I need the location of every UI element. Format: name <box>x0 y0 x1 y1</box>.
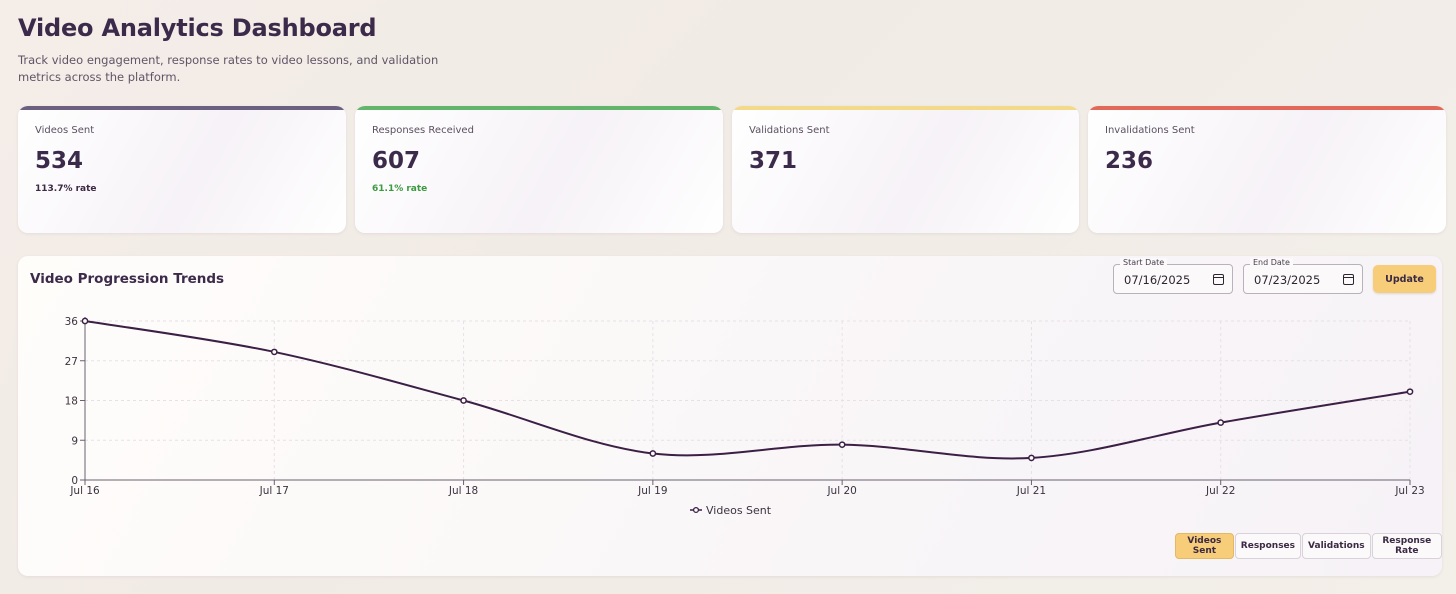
start-date-label: Start Date <box>1120 258 1168 267</box>
start-date-value: 07/16/2025 <box>1124 273 1191 287</box>
line-chart: 0 9 18 27 36 Jul 16 Jul 17 Jul 18 Jul 19 Jul 20 Ju… <box>65 316 1425 517</box>
data-point <box>649 450 657 457</box>
stat-rate: 61.1% rate <box>372 184 428 194</box>
x-tick-label: Jul 16 <box>69 485 100 497</box>
x-tick-label: Jul 22 <box>1205 485 1235 497</box>
metric-toggle-group: Videos Sent Responses Validations Response … <box>1175 533 1442 559</box>
stat-card-invalidations-sent: Invalidations Sent 236 <box>1088 106 1446 233</box>
chart-title: Video Progression Trends <box>30 271 225 287</box>
y-tick-label: 18 <box>65 396 78 408</box>
end-date-input[interactable]: End Date 07/23/2025 <box>1243 258 1363 294</box>
series-line-videos-sent <box>84 320 1411 460</box>
data-point <box>1028 454 1035 462</box>
stat-label: Invalidations Sent <box>1105 125 1195 136</box>
x-tick-label: Jul 18 <box>448 485 478 497</box>
page-subtitle: Track video engagement, response rates t… <box>18 53 439 84</box>
x-tick-label: Jul 20 <box>826 485 856 497</box>
page-header: Video Analytics Dashboard Track video en… <box>18 14 478 86</box>
toggle-videos-sent[interactable]: Videos Sent <box>1175 533 1234 559</box>
start-date-input[interactable]: Start Date 07/16/2025 <box>1113 258 1233 294</box>
stat-accent-bar <box>355 106 723 110</box>
calendar-icon[interactable] <box>1343 274 1354 285</box>
toggle-response-rate[interactable]: Response Rate <box>1371 533 1442 559</box>
stat-label: Responses Received <box>372 125 474 136</box>
chart-panel: Video Progression Trends Start Date 07/1… <box>18 256 1442 576</box>
data-point <box>81 317 89 325</box>
stat-card-responses-received: Responses Received 607 61.1% rate <box>355 106 723 233</box>
data-point <box>1217 419 1225 426</box>
x-tick-label: Jul 19 <box>637 485 667 497</box>
update-button[interactable]: Update <box>1373 265 1436 293</box>
data-point <box>1406 388 1414 396</box>
data-point <box>838 441 846 449</box>
stat-value: 371 <box>749 148 798 174</box>
stat-accent-bar <box>1088 106 1446 110</box>
end-date-label: End Date <box>1250 258 1293 267</box>
toggle-responses[interactable]: Responses <box>1234 533 1302 559</box>
stat-rate: 113.7% rate <box>35 184 97 194</box>
toggle-validations[interactable]: Validations <box>1302 533 1371 559</box>
stat-accent-bar <box>18 106 346 110</box>
stat-card-videos-sent: Videos Sent 534 113.7% rate <box>18 106 346 233</box>
stat-cards: Videos Sent 534 113.7% rate Responses Re… <box>18 106 1446 233</box>
x-tick-label: Jul 23 <box>1394 485 1424 497</box>
y-tick-label: 9 <box>71 435 78 447</box>
y-tick-label: 0 <box>71 475 78 487</box>
x-tick-label: Jul 21 <box>1016 485 1046 497</box>
y-tick-label: 36 <box>65 316 79 328</box>
stat-value: 534 <box>35 148 84 174</box>
stat-value: 236 <box>1105 148 1154 174</box>
data-point <box>460 397 467 404</box>
x-tick-label: Jul 17 <box>259 485 289 497</box>
page-title: Video Analytics Dashboard <box>18 14 377 42</box>
legend-label: Videos Sent <box>706 504 772 517</box>
stat-card-validations-sent: Validations Sent 371 <box>732 106 1079 233</box>
stat-value: 607 <box>372 148 421 174</box>
stat-accent-bar <box>732 106 1079 110</box>
legend-marker-icon <box>692 506 700 514</box>
stat-label: Validations Sent <box>749 125 830 136</box>
data-point <box>270 348 278 356</box>
stat-label: Videos Sent <box>35 125 95 136</box>
end-date-value: 07/23/2025 <box>1254 273 1321 287</box>
calendar-icon[interactable] <box>1213 274 1224 285</box>
y-tick-label: 27 <box>65 356 78 368</box>
